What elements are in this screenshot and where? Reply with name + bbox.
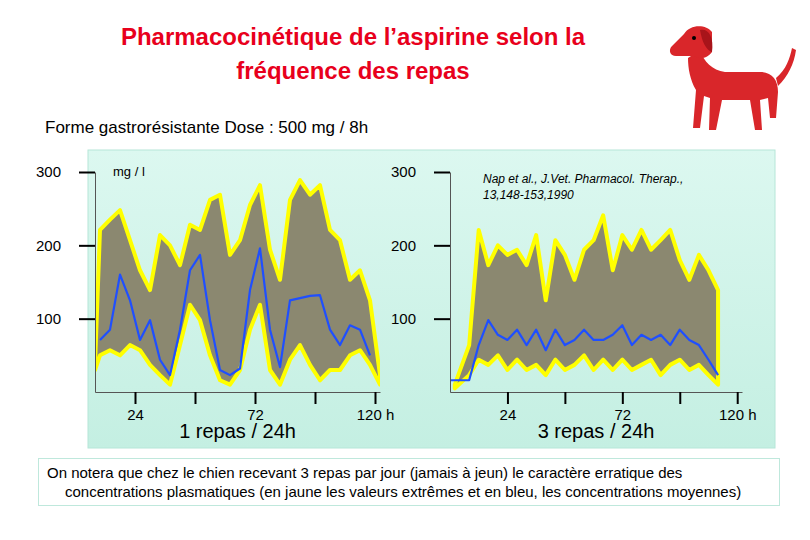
y-tick-mark	[79, 172, 95, 174]
x-tick: 24	[500, 392, 517, 423]
y-tick-mark	[434, 245, 450, 247]
y-tick: 300	[391, 163, 450, 180]
dog-icon	[670, 26, 796, 130]
subtitle: Forme gastrorésistante Dose : 500 mg / 8…	[45, 118, 368, 137]
x-tick-mark	[679, 392, 681, 404]
x-tick-label: 24	[500, 406, 517, 423]
x-tick-mark	[255, 392, 257, 404]
x-axis-title: 1 repas / 24h	[179, 420, 296, 442]
y-tick: 100	[391, 310, 450, 327]
mean-line	[100, 248, 370, 375]
y-tick-label: 300	[391, 163, 416, 180]
x-tick: 120 h	[719, 392, 757, 423]
y-tick-mark	[79, 245, 95, 247]
x-tick	[315, 392, 316, 404]
y-tick: 300	[36, 163, 95, 180]
y-tick-mark	[79, 318, 95, 320]
plot-area	[95, 180, 380, 385]
y-tick-mark	[434, 318, 450, 320]
x-tick: 24	[127, 392, 144, 423]
x-tick: 72	[247, 392, 264, 423]
y-tick-label: 300	[36, 163, 61, 180]
y-axis-title: mg / l	[113, 164, 145, 179]
y-tick: 100	[36, 310, 95, 327]
y-tick-mark	[434, 172, 450, 174]
x-axis-line	[96, 392, 381, 393]
x-tick-mark	[622, 392, 624, 404]
y-axis-line	[450, 173, 451, 393]
y-tick-label: 200	[36, 237, 61, 254]
x-axis: 24 72 120 h	[96, 392, 395, 423]
reference: Nap et al., J.Vet. Pharmacol. Therap., 13…	[483, 172, 683, 202]
y-tick: 200	[36, 237, 95, 254]
x-tick-label: 120 h	[719, 406, 757, 423]
text-line: Nap et al., J.Vet. Pharmacol. Therap.,	[483, 172, 683, 186]
range-area	[455, 215, 718, 388]
panel-background	[88, 150, 775, 448]
x-tick: 120 h	[357, 392, 395, 423]
x-tick-mark	[564, 392, 566, 404]
y-axis: 100 200 300	[391, 163, 451, 392]
x-tick	[195, 392, 196, 404]
x-tick-label: 24	[127, 406, 144, 423]
y-axis-line	[95, 173, 96, 393]
x-tick-mark	[507, 392, 509, 404]
x-axis: 24 72 120 h	[451, 392, 757, 423]
x-axis-title: 3 repas / 24h	[538, 420, 655, 442]
text-line: 13,148-153,1990	[483, 188, 574, 202]
y-axis: 100 200 300	[36, 163, 96, 392]
y-tick-label: 100	[36, 310, 61, 327]
range-area	[95, 180, 380, 385]
y-tick: 200	[391, 237, 450, 254]
text-line: Pharmacocinétique de l’aspirine selon la	[121, 23, 586, 50]
x-tick-mark	[375, 392, 377, 404]
x-tick-mark	[195, 392, 197, 404]
x-tick	[565, 392, 566, 404]
y-tick-label: 200	[391, 237, 416, 254]
mean-line	[450, 320, 718, 380]
x-tick-mark	[737, 392, 739, 404]
note: On notera que chez le chien recevant 3 r…	[38, 458, 780, 506]
x-tick-mark	[315, 392, 317, 404]
x-tick-mark	[135, 392, 137, 404]
x-tick: 72	[614, 392, 631, 423]
x-axis-line	[451, 392, 743, 393]
x-tick	[680, 392, 681, 404]
y-tick-label: 100	[391, 310, 416, 327]
text-line: fréquence des repas	[236, 57, 469, 84]
title: Pharmacocinétique de l’aspirine selon la…	[121, 23, 586, 84]
plot-area	[450, 215, 718, 388]
x-tick-label: 120 h	[357, 406, 395, 423]
